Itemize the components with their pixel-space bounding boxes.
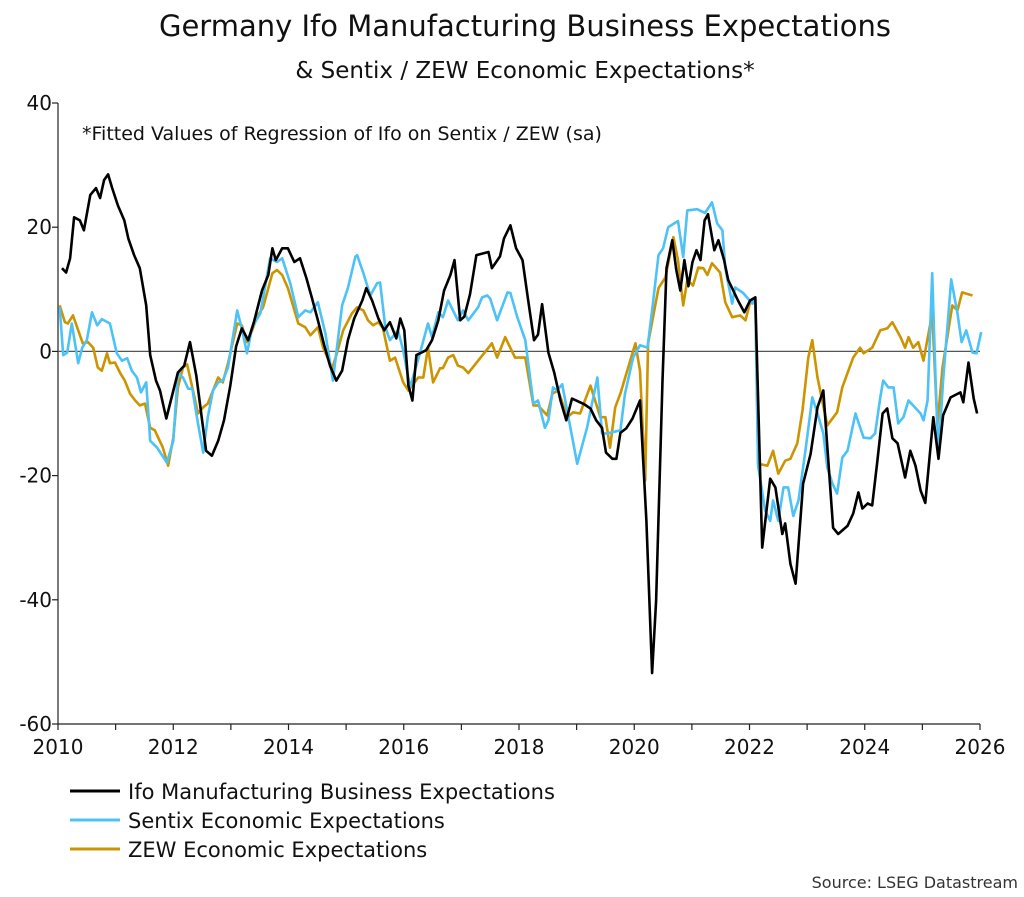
legend: Ifo Manufacturing Business Expectations S… (70, 780, 555, 862)
source-note: Source: LSEG Datastream (812, 873, 1018, 892)
y-tick-label: 0 (39, 339, 52, 363)
x-tick-label: 2020 (609, 735, 660, 759)
x-tick-label: 2016 (378, 735, 429, 759)
x-tick-label: 2022 (724, 735, 775, 759)
y-tick-label: 20 (27, 215, 52, 239)
y-tick-label: -20 (19, 464, 52, 488)
chart-annotation: *Fitted Values of Regression of Ifo on S… (82, 123, 602, 145)
x-tick-label: 2014 (263, 735, 314, 759)
chart-title: Germany Ifo Manufacturing Business Expec… (159, 9, 891, 43)
series-group (58, 173, 983, 675)
series-line-ifo-manufacturing-business-expectations (61, 173, 979, 675)
y-tick-label: 40 (27, 91, 52, 115)
legend-label: ZEW Economic Expectations (128, 838, 427, 862)
y-tick-label: -40 (19, 588, 52, 612)
series-line-sentix-economic-expectations (58, 201, 983, 523)
x-tick-label: 2018 (494, 735, 545, 759)
legend-label: Sentix Economic Expectations (128, 809, 445, 833)
series-line-zew-economic-expectations (58, 235, 973, 482)
chart-subtitle: & Sentix / ZEW Economic Expectations* (295, 58, 754, 84)
legend-label: Ifo Manufacturing Business Expectations (128, 780, 555, 804)
y-tick-label: -60 (19, 712, 52, 736)
x-tick-label: 2010 (33, 735, 84, 759)
x-tick-label: 2012 (148, 735, 199, 759)
x-tick-label: 2026 (955, 735, 1006, 759)
x-tick-label: 2024 (839, 735, 890, 759)
